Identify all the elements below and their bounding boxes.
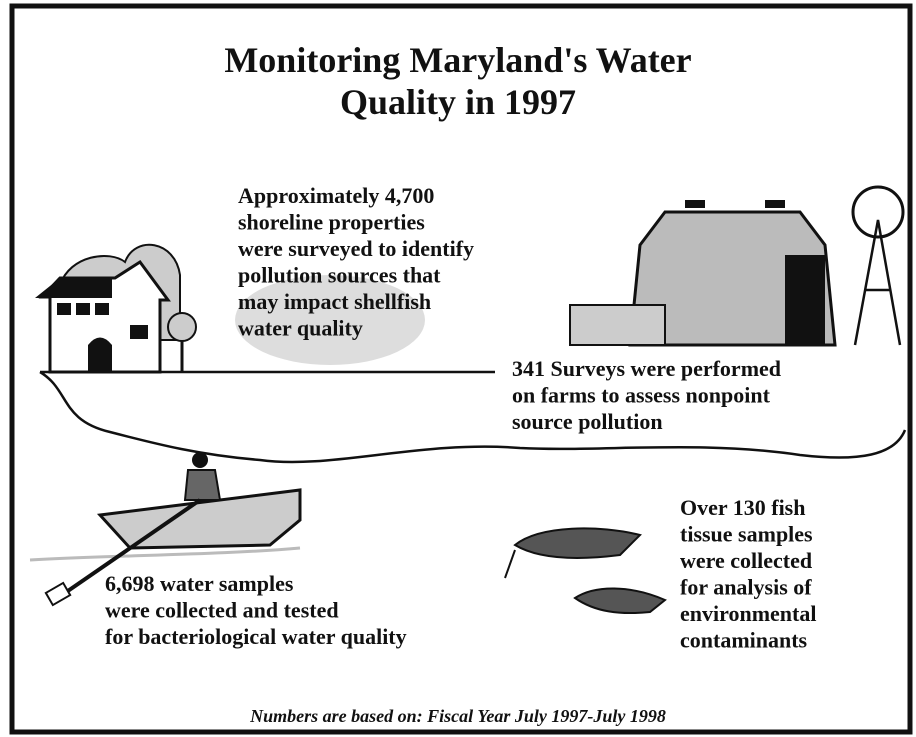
vent (765, 200, 785, 208)
fact-line: environmental (680, 601, 816, 626)
sampler (44, 581, 72, 607)
fact-line: were surveyed to identify (238, 236, 474, 261)
cloud (235, 275, 425, 365)
fact-line: for bacteriological water quality (105, 624, 407, 649)
house-roof (35, 278, 112, 298)
fact-line: pollution sources that (238, 263, 441, 288)
frame (9, 3, 913, 735)
window (130, 325, 148, 339)
window (95, 303, 109, 315)
fact-line: Over 130 fish (680, 495, 805, 520)
fact-line: 341 Surveys were performed (512, 356, 781, 381)
fact-line: 6,698 water samples (105, 571, 294, 596)
door (88, 337, 112, 372)
fish (504, 527, 642, 579)
tree (167, 312, 197, 342)
fact-line: water quality (238, 316, 363, 341)
fact-line: shoreline properties (238, 210, 425, 235)
fact-line: on farms to assess nonpoint (512, 383, 771, 408)
wake (29, 546, 301, 562)
person (192, 452, 208, 468)
barn-door (785, 255, 825, 345)
window (76, 303, 90, 315)
windmill-wheel (851, 185, 905, 239)
fact-line: contaminants (680, 628, 808, 653)
fact-line: source pollution (512, 409, 663, 434)
fact-line: Approximately 4,700 (238, 183, 434, 208)
vent (685, 200, 705, 208)
footer: Numbers are based on: Fiscal Year July 1… (249, 706, 666, 726)
title: Quality in 1997 (340, 82, 576, 122)
sampling-pole (60, 498, 202, 597)
person-body (183, 469, 222, 501)
fact-line: were collected and tested (105, 598, 339, 623)
title: Monitoring Maryland's Water (224, 40, 691, 80)
illustrations (29, 185, 907, 615)
fact-line: tissue samples (680, 522, 813, 547)
shed (569, 304, 666, 346)
fish (573, 587, 667, 615)
fact-line: may impact shellfish (238, 289, 431, 314)
fact-line: for analysis of (680, 575, 812, 600)
fact-line: were collected (680, 548, 812, 573)
window (57, 303, 71, 315)
windmill (853, 219, 902, 346)
